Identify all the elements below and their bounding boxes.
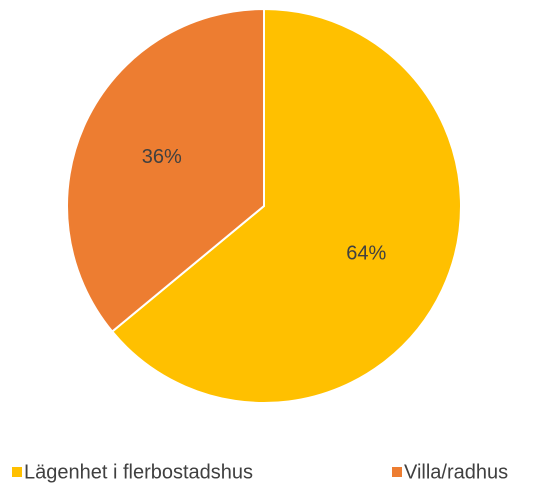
legend-swatch [12, 467, 22, 477]
legend-label: Villa/radhus [404, 461, 508, 483]
legend-swatch [392, 467, 402, 477]
data-label: 64% [346, 242, 386, 264]
legend-label: Lägenhet i flerbostadshus [24, 461, 253, 483]
pie-slice [110, 7, 462, 404]
data-label: 36% [142, 146, 182, 168]
pie-slice [66, 7, 265, 333]
